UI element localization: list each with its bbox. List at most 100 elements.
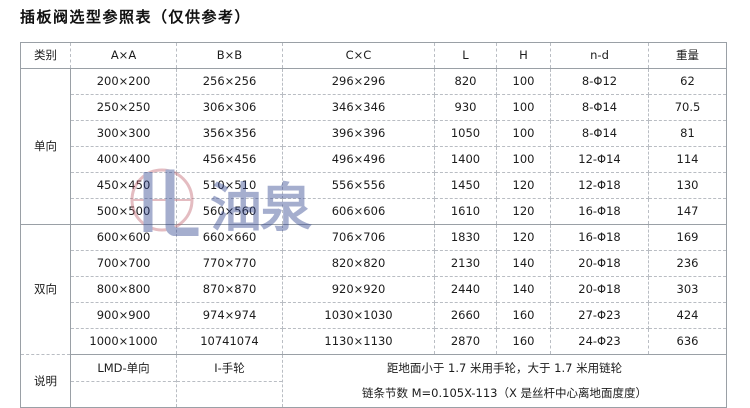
category-cell-0: 单向 (20, 68, 71, 225)
cell-h: 100 (496, 94, 551, 121)
cell-nd: 12-Φ18 (550, 172, 649, 199)
table-row: 双向 600×600 660×660 706×706 1830 120 16-Φ… (20, 224, 727, 355)
cell-nd: 20-Φ18 (550, 250, 649, 277)
cell-aa: 500×500 (70, 198, 177, 225)
cell-cc: 820×820 (282, 250, 435, 277)
note-code-bb-cell: I-手轮 (176, 354, 283, 408)
note-code-bb-blank (177, 382, 282, 408)
note-code-aa-cell: LMD-单向 (70, 354, 177, 408)
cell-nd: 20-Φ18 (550, 276, 649, 303)
table-row: 700×700 770×770 820×820 2130 140 20-Φ18 … (21, 250, 727, 277)
note-line-2: 链条节数 M=0.105X-113（X 是丝杆中心离地面度度） (361, 386, 648, 400)
table-row: 300×300 356×356 396×396 1050 100 8-Φ14 8… (21, 120, 727, 147)
note-code-aa-blank (71, 382, 176, 408)
cell-bb: 356×356 (176, 120, 283, 147)
cell-nd: 24-Φ23 (550, 328, 649, 355)
cell-l: 2440 (434, 276, 497, 303)
cell-l: 2870 (434, 328, 497, 355)
cell-l: 1610 (434, 198, 497, 225)
cell-weight: 636 (648, 328, 727, 355)
col-header-l: L (434, 42, 497, 69)
table-header-row: 类别 A×A B×B C×C L H n-d 重量 (20, 42, 727, 69)
table-row: 单向 200×200 256×256 296×296 820 100 8-Φ12… (20, 68, 727, 225)
cell-nd: 12-Φ14 (550, 146, 649, 173)
cell-cc: 556×556 (282, 172, 435, 199)
cell-cc: 920×920 (282, 276, 435, 303)
col-header-weight: 重量 (648, 42, 727, 69)
cell-h: 160 (496, 302, 551, 329)
cell-aa: 1000×1000 (70, 328, 177, 355)
cell-h: 140 (496, 276, 551, 303)
cell-nd: 27-Φ23 (550, 302, 649, 329)
cell-aa: 600×600 (70, 224, 177, 251)
cell-weight: 62 (648, 68, 727, 95)
cell-weight: 424 (648, 302, 727, 329)
cell-l: 2130 (434, 250, 497, 277)
cell-l: 1830 (434, 224, 497, 251)
table-row: 400×400 456×456 496×496 1400 100 12-Φ14 … (21, 146, 727, 173)
table-row: 500×500 560×560 606×606 1610 120 16-Φ18 … (21, 198, 727, 225)
cell-bb: 660×660 (176, 224, 283, 251)
cell-bb: 256×256 (176, 68, 283, 95)
cell-weight: 303 (648, 276, 727, 303)
note-text-cell: 距地面小于 1.7 米用手轮，大于 1.7 米用链轮 链条节数 M=0.105X… (282, 354, 727, 408)
cell-weight: 81 (648, 120, 727, 147)
cell-bb: 770×770 (176, 250, 283, 277)
cell-bb: 10741074 (176, 328, 283, 355)
col-header-cc: C×C (282, 42, 435, 69)
cell-cc: 296×296 (282, 68, 435, 95)
note-row: 说明 LMD-单向 I-手轮 距地面小于 1.7 米用手轮，大于 1.7 米用链… (20, 354, 727, 408)
cell-weight: 147 (648, 198, 727, 225)
cell-cc: 496×496 (282, 146, 435, 173)
table-row: 1000×1000 10741074 1130×1130 2870 160 24… (21, 328, 727, 355)
col-header-h: H (496, 42, 551, 69)
cell-bb: 974×974 (176, 302, 283, 329)
note-line-1: 距地面小于 1.7 米用手轮，大于 1.7 米用链轮 (386, 361, 623, 375)
cell-h: 160 (496, 328, 551, 355)
table-row: 800×800 870×870 920×920 2440 140 20-Φ18 … (21, 276, 727, 303)
cell-aa: 400×400 (70, 146, 177, 173)
note-code-aa: LMD-单向 (71, 355, 176, 382)
cell-h: 120 (496, 198, 551, 225)
page-title: 插板阀选型参照表（仅供参考） (20, 8, 252, 26)
cell-bb: 560×560 (176, 198, 283, 225)
cell-l: 930 (434, 94, 497, 121)
cell-weight: 236 (648, 250, 727, 277)
category-cell-1: 双向 (20, 224, 71, 355)
cell-cc: 346×346 (282, 94, 435, 121)
cell-cc: 1030×1030 (282, 302, 435, 329)
cell-aa: 900×900 (70, 302, 177, 329)
cell-h: 100 (496, 146, 551, 173)
cell-aa: 200×200 (70, 68, 177, 95)
cell-nd: 16-Φ18 (550, 224, 649, 251)
cell-cc: 706×706 (282, 224, 435, 251)
cell-aa: 450×450 (70, 172, 177, 199)
cell-cc: 396×396 (282, 120, 435, 147)
col-header-bb: B×B (176, 42, 283, 69)
cell-cc: 1130×1130 (282, 328, 435, 355)
note-label: 说明 (20, 354, 71, 408)
cell-l: 820 (434, 68, 497, 95)
spec-table: 类别 A×A B×B C×C L H n-d 重量 单向 200×200 256… (20, 42, 727, 408)
cell-weight: 169 (648, 224, 727, 251)
cell-h: 120 (496, 224, 551, 251)
spec-table-container: 类别 A×A B×B C×C L H n-d 重量 单向 200×200 256… (20, 42, 727, 408)
cell-aa: 300×300 (70, 120, 177, 147)
col-header-nd: n-d (550, 42, 649, 69)
cell-h: 140 (496, 250, 551, 277)
cell-weight: 70.5 (648, 94, 727, 121)
cell-nd: 8-Φ12 (550, 68, 649, 95)
cell-aa: 800×800 (70, 276, 177, 303)
col-header-category: 类别 (20, 42, 71, 69)
col-header-aa: A×A (70, 42, 177, 69)
cell-weight: 130 (648, 172, 727, 199)
cell-cc: 606×606 (282, 198, 435, 225)
cell-bb: 306×306 (176, 94, 283, 121)
table-row: 900×900 974×974 1030×1030 2660 160 27-Φ2… (21, 302, 727, 329)
cell-l: 1450 (434, 172, 497, 199)
table-row: 450×450 510×510 556×556 1450 120 12-Φ18 … (21, 172, 727, 199)
cell-l: 1400 (434, 146, 497, 173)
cell-nd: 8-Φ14 (550, 94, 649, 121)
cell-bb: 510×510 (176, 172, 283, 199)
cell-nd: 8-Φ14 (550, 120, 649, 147)
